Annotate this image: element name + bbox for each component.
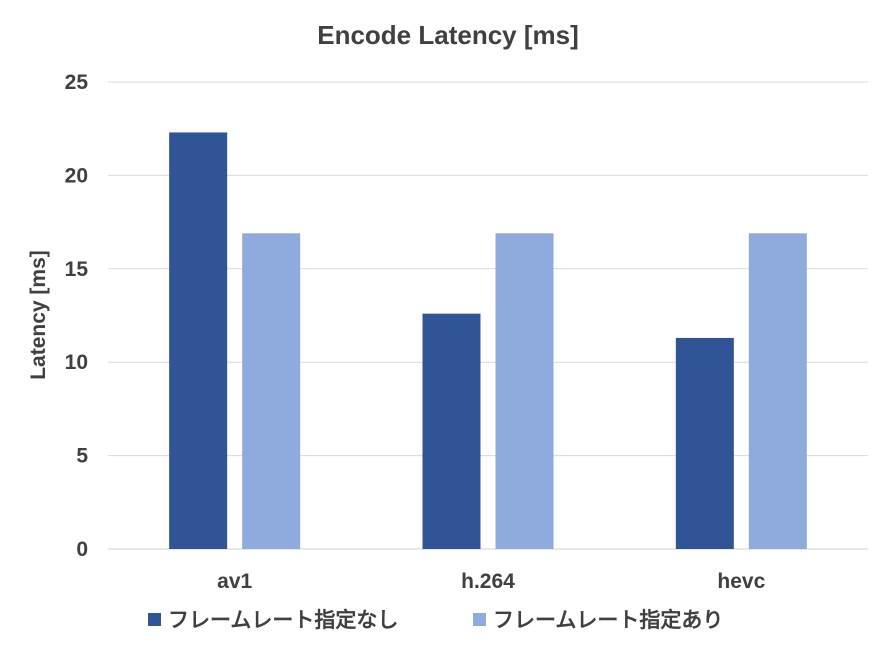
y-tick-label: 15 bbox=[65, 258, 89, 281]
y-tick-label: 25 bbox=[65, 71, 89, 94]
y-tick-label: 5 bbox=[76, 445, 88, 468]
bar-av1-series-2 bbox=[242, 233, 301, 550]
y-axis-label: Latency [ms] bbox=[27, 250, 50, 380]
y-tick-label: 0 bbox=[76, 538, 88, 561]
bar-av1-series-1 bbox=[169, 132, 228, 549]
bar-h.264-series-2 bbox=[495, 233, 554, 550]
gridlines bbox=[108, 81, 868, 550]
bar-hevc-series-2 bbox=[748, 233, 807, 550]
legend-swatch-2 bbox=[473, 613, 486, 626]
legend-swatch-1 bbox=[148, 613, 161, 626]
y-tick-label: 10 bbox=[65, 351, 88, 374]
y-axis-ticks: 0 5 10 15 20 25 bbox=[65, 71, 89, 561]
y-tick-label: 20 bbox=[65, 164, 88, 187]
bars bbox=[169, 132, 807, 550]
x-category-label: h.264 bbox=[461, 570, 515, 593]
legend-label-1: フレームレート指定なし bbox=[168, 608, 398, 632]
legend: フレームレート指定なし フレームレート指定あり bbox=[148, 608, 723, 632]
legend-label-2: フレームレート指定あり bbox=[493, 608, 723, 632]
x-category-label: hevc bbox=[717, 570, 765, 593]
bar-hevc-series-1 bbox=[675, 337, 734, 549]
x-axis-categories: av1 h.264 hevc bbox=[217, 570, 765, 593]
bar-h.264-series-1 bbox=[422, 313, 481, 549]
x-category-label: av1 bbox=[217, 570, 252, 593]
chart-title: Encode Latency [ms] bbox=[317, 20, 579, 50]
